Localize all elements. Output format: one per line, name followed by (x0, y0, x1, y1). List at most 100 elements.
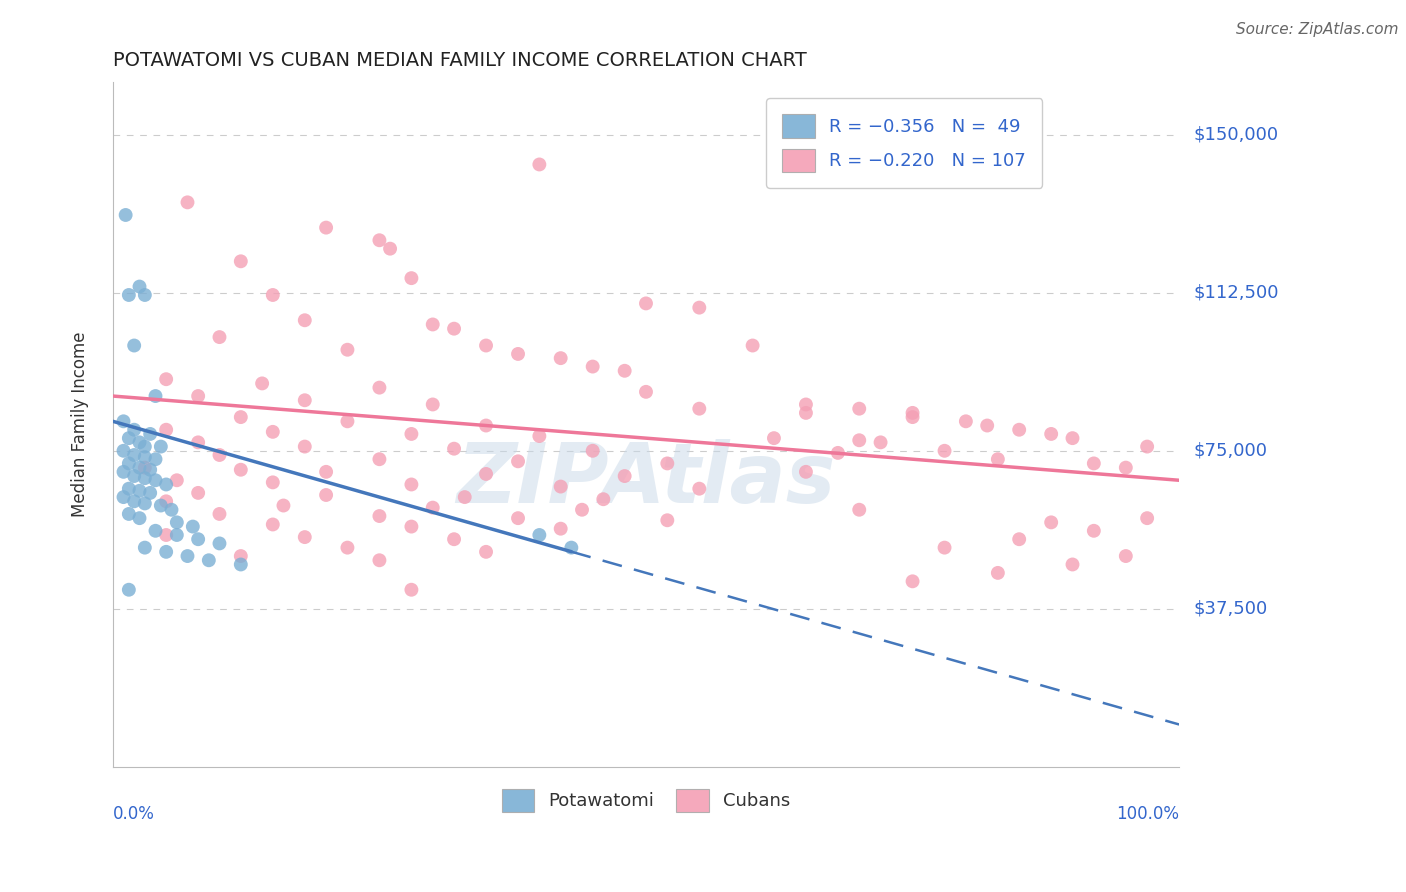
Point (118, 431, 141, 445)
Point (118, 582, 141, 597)
Point (657, 513, 679, 527)
Point (560, 541, 582, 555)
Point (475, 545, 498, 559)
Point (955, 414, 977, 428)
Point (443, 442, 465, 456)
Point (118, 457, 141, 471)
Point (250, 376, 273, 391)
Point (550, 479, 572, 493)
Point (529, 429, 551, 443)
Point (122, 423, 145, 437)
Point (118, 288, 141, 302)
Point (134, 288, 156, 302)
Point (134, 541, 156, 555)
Point (987, 566, 1010, 580)
Text: $150,000: $150,000 (1194, 126, 1278, 144)
Point (506, 511, 529, 525)
Point (613, 469, 636, 483)
Point (688, 301, 710, 315)
Point (176, 549, 198, 563)
Point (118, 482, 141, 496)
Point (869, 435, 891, 450)
Point (1115, 549, 1137, 563)
Point (166, 516, 188, 530)
Point (634, 384, 657, 399)
Point (794, 397, 817, 411)
Point (401, 426, 423, 441)
Point (145, 473, 167, 487)
Point (368, 553, 391, 567)
Text: $75,000: $75,000 (1194, 442, 1267, 459)
Point (475, 467, 498, 481)
Point (128, 460, 150, 475)
Point (1040, 516, 1063, 530)
Point (401, 271, 423, 285)
Point (294, 530, 316, 544)
Point (128, 435, 150, 450)
Text: Source: ZipAtlas.com: Source: ZipAtlas.com (1236, 22, 1399, 37)
Point (294, 313, 316, 327)
Point (273, 499, 295, 513)
Point (634, 296, 657, 310)
Point (187, 486, 209, 500)
Point (987, 452, 1010, 467)
Point (934, 443, 956, 458)
Point (145, 389, 167, 403)
Legend: Potawatomi, Cubans: Potawatomi, Cubans (495, 781, 797, 819)
Point (762, 431, 785, 445)
Point (149, 499, 172, 513)
Point (475, 418, 498, 433)
Point (1008, 532, 1031, 546)
Point (506, 347, 529, 361)
Point (1008, 423, 1031, 437)
Point (118, 507, 141, 521)
Point (128, 279, 150, 293)
Point (294, 440, 316, 454)
Point (336, 414, 359, 428)
Point (1062, 431, 1084, 445)
Point (155, 545, 177, 559)
Point (368, 381, 391, 395)
Point (529, 157, 551, 171)
Point (139, 463, 162, 477)
Text: ZIPAtlas: ZIPAtlas (457, 439, 835, 520)
Point (134, 440, 156, 454)
Text: $112,500: $112,500 (1194, 284, 1278, 301)
Point (262, 288, 284, 302)
Text: 0.0%: 0.0% (112, 805, 155, 823)
Point (262, 517, 284, 532)
Point (657, 457, 679, 471)
Point (613, 364, 636, 378)
Point (166, 473, 188, 487)
Point (934, 541, 956, 555)
Point (368, 452, 391, 467)
Point (582, 359, 605, 374)
Point (1083, 524, 1105, 538)
Point (128, 483, 150, 498)
Point (229, 463, 252, 477)
Point (336, 343, 359, 357)
Point (128, 511, 150, 525)
Point (550, 351, 572, 366)
Point (155, 528, 177, 542)
Point (1136, 511, 1159, 525)
Text: $37,500: $37,500 (1194, 599, 1267, 617)
Point (571, 502, 593, 516)
Point (229, 558, 252, 572)
Point (134, 471, 156, 485)
Point (422, 397, 444, 411)
Point (315, 465, 337, 479)
Point (187, 532, 209, 546)
Point (208, 536, 231, 550)
Point (443, 321, 465, 335)
Point (582, 443, 605, 458)
Point (122, 494, 145, 508)
Point (1136, 440, 1159, 454)
Point (262, 425, 284, 439)
Point (315, 220, 337, 235)
Point (139, 426, 162, 441)
Point (114, 208, 136, 222)
Point (592, 492, 614, 507)
Point (176, 195, 198, 210)
Point (336, 541, 359, 555)
